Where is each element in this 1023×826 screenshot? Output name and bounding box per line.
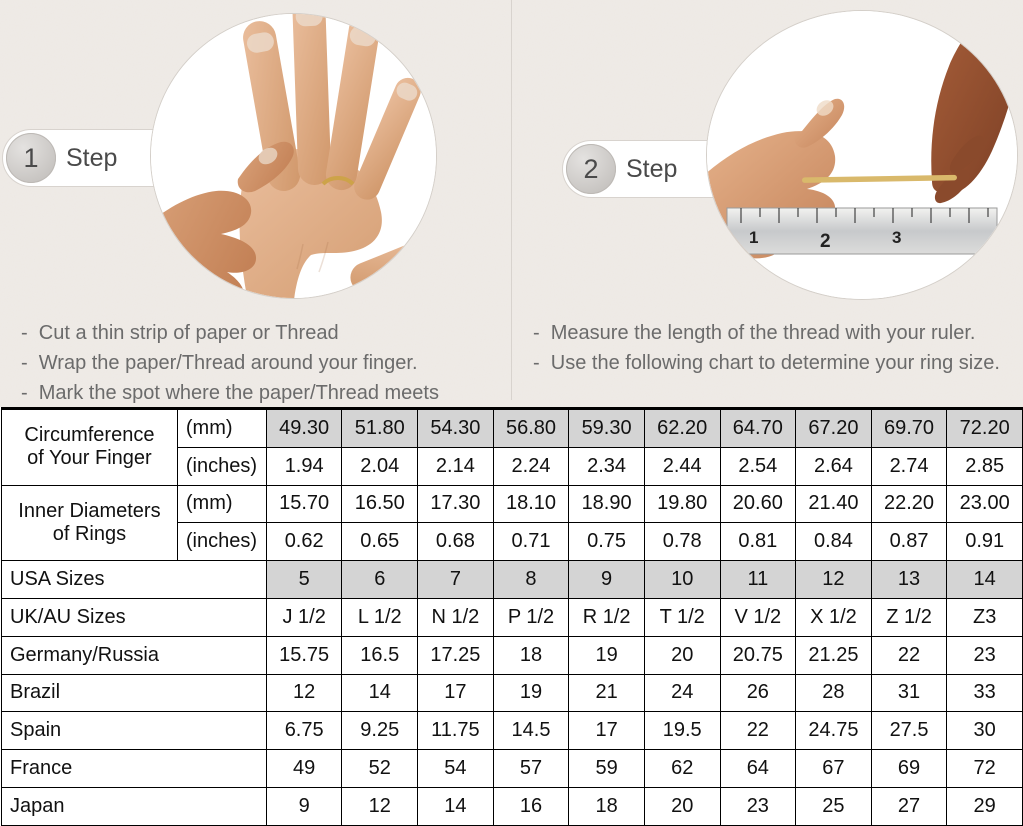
svg-text:2: 2 [820, 231, 831, 252]
svg-text:1: 1 [749, 228, 758, 247]
svg-text:3: 3 [892, 228, 901, 247]
